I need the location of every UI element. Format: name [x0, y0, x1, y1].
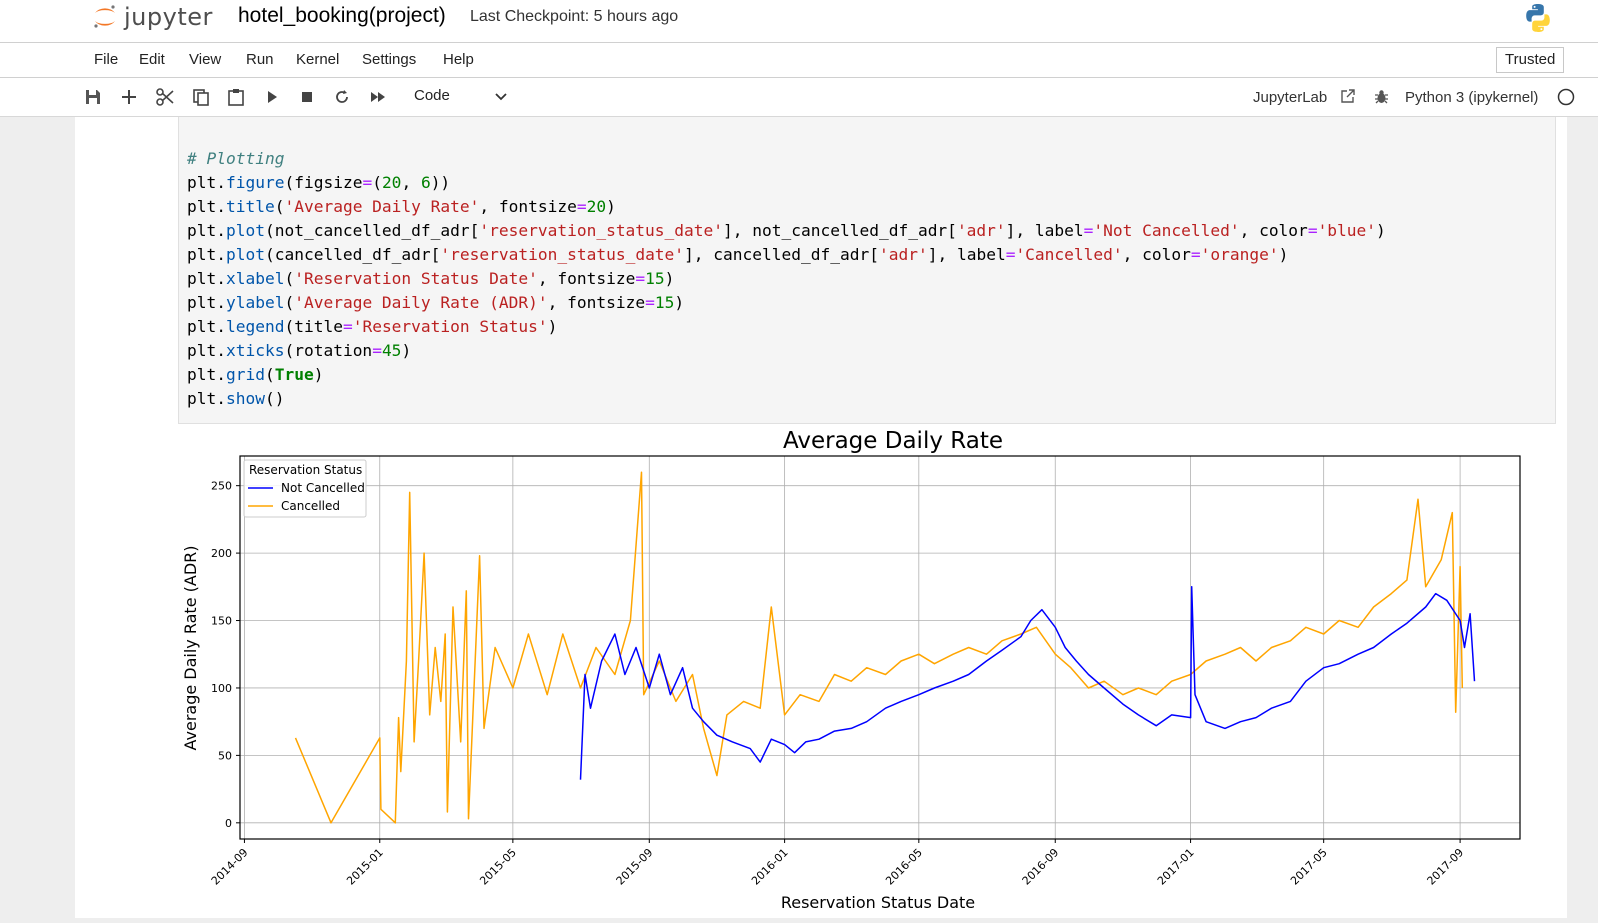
x-tick-label: 2015-01: [344, 846, 386, 888]
restart-icon[interactable]: [332, 87, 352, 107]
code-line-4: plt.plot(not_cancelled_df_adr['reservati…: [187, 221, 1386, 240]
bug-icon[interactable]: [1373, 88, 1390, 105]
cell-output: Average Daily Rate 0 50 100 150 200 250 2014-…: [178, 428, 1554, 918]
x-tick-label: 2016-01: [749, 846, 791, 888]
menu-file[interactable]: File: [94, 51, 119, 68]
y-axis-label: Average Daily Rate (ADR): [181, 546, 200, 751]
y-tick-label: 100: [211, 682, 232, 695]
stop-icon[interactable]: [297, 87, 317, 107]
legend-label-not-cancelled: Not Cancelled: [281, 481, 365, 495]
menu-help[interactable]: Help: [443, 51, 474, 68]
cell-type-select[interactable]: Code: [414, 87, 450, 104]
jupyter-logo[interactable]: jupyter: [92, 0, 213, 34]
logo-text: jupyter: [124, 3, 213, 31]
chevron-down-icon[interactable]: [494, 90, 508, 104]
code-line-3: plt.title('Average Daily Rate', fontsize…: [187, 197, 616, 216]
x-tick-label: 2014-09: [209, 846, 251, 888]
jupyter-logo-icon: [94, 5, 115, 28]
y-tick-label: 200: [211, 547, 232, 560]
trusted-badge[interactable]: Trusted: [1496, 47, 1565, 73]
header-bar: jupyter hotel_booking(project) Last Chec…: [0, 0, 1598, 43]
menu-view[interactable]: View: [189, 51, 222, 68]
code-line-11: plt.show(): [187, 389, 285, 408]
x-axis-label: Reservation Status Date: [781, 893, 975, 912]
plot-frame: [239, 455, 1521, 840]
chart-title: Average Daily Rate: [783, 430, 1003, 454]
x-tick-label: 2017-05: [1288, 846, 1330, 888]
notebook-name[interactable]: hotel_booking(project): [238, 4, 446, 27]
x-tick-label: 2016-05: [883, 846, 925, 888]
legend-label-cancelled: Cancelled: [281, 499, 340, 513]
adr-line-chart: Average Daily Rate 0 50 100 150 200 250 2014-…: [181, 428, 1521, 912]
menu-bar: File Edit View Run Kernel Settings Help …: [0, 43, 1598, 78]
code-line-9: plt.xticks(rotation=45): [187, 341, 412, 360]
kernel-name[interactable]: Python 3 (ipykernel): [1405, 89, 1539, 106]
code-cell[interactable]: # Plotting plt.figure(figsize=(20, 6)) p…: [178, 117, 1556, 424]
cut-icon[interactable]: [155, 87, 175, 107]
code-line-5: plt.plot(cancelled_df_adr['reservation_s…: [187, 245, 1289, 264]
notebook-toolbar: Code JupyterLab Python 3 (ipykernel): [0, 78, 1598, 117]
x-tick-label: 2017-09: [1425, 846, 1467, 888]
kernel-status-icon: [1557, 88, 1575, 106]
paste-icon[interactable]: [226, 87, 246, 107]
save-icon[interactable]: [83, 87, 103, 107]
y-tick-label: 250: [211, 480, 232, 493]
run-icon[interactable]: [262, 87, 282, 107]
external-link-icon[interactable]: [1340, 88, 1356, 104]
menu-edit[interactable]: Edit: [139, 51, 165, 68]
chart-legend: Reservation Status Not Cancelled Cancell…: [243, 459, 367, 518]
chart-series: [294, 471, 1476, 824]
menu-kernel[interactable]: Kernel: [296, 51, 340, 68]
code-line-2: plt.figure(figsize=(20, 6)): [187, 173, 451, 192]
copy-icon[interactable]: [191, 87, 211, 107]
x-axis-ticks: 2014-09 2015-01 2015-05 2015-09 2016-01 2016-…: [209, 839, 1466, 888]
chart-grid: [240, 456, 1520, 839]
x-tick-label: 2017-01: [1155, 846, 1197, 888]
jupyterlab-link[interactable]: JupyterLab: [1253, 89, 1328, 106]
fast-forward-icon[interactable]: [368, 87, 388, 107]
add-cell-icon[interactable]: [119, 87, 139, 107]
code-line-8: plt.legend(title='Reservation Status'): [187, 317, 558, 336]
x-tick-label: 2015-09: [614, 846, 656, 888]
checkpoint-status: Last Checkpoint: 5 hours ago: [470, 8, 679, 25]
y-axis-ticks: 0 50 100 150 200 250: [211, 480, 240, 830]
y-tick-label: 0: [225, 817, 232, 830]
series-line-cancelled: [294, 471, 1464, 824]
legend-title: Reservation Status: [249, 463, 362, 477]
code-line-7: plt.ylabel('Average Daily Rate (ADR)', f…: [187, 293, 685, 312]
x-tick-label: 2015-05: [477, 846, 519, 888]
code-line-1: # Plotting: [187, 149, 285, 168]
y-tick-label: 50: [218, 749, 232, 762]
python-logo-icon: [1526, 4, 1550, 32]
x-tick-label: 2016-09: [1020, 846, 1062, 888]
menu-settings[interactable]: Settings: [362, 51, 417, 68]
code-line-10: plt.grid(True): [187, 365, 324, 384]
y-tick-label: 150: [211, 615, 232, 628]
menu-run[interactable]: Run: [246, 51, 274, 68]
legend-box: [243, 459, 367, 518]
series-line-not-cancelled: [579, 586, 1476, 780]
code-line-6: plt.xlabel('Reservation Status Date', fo…: [187, 269, 675, 288]
